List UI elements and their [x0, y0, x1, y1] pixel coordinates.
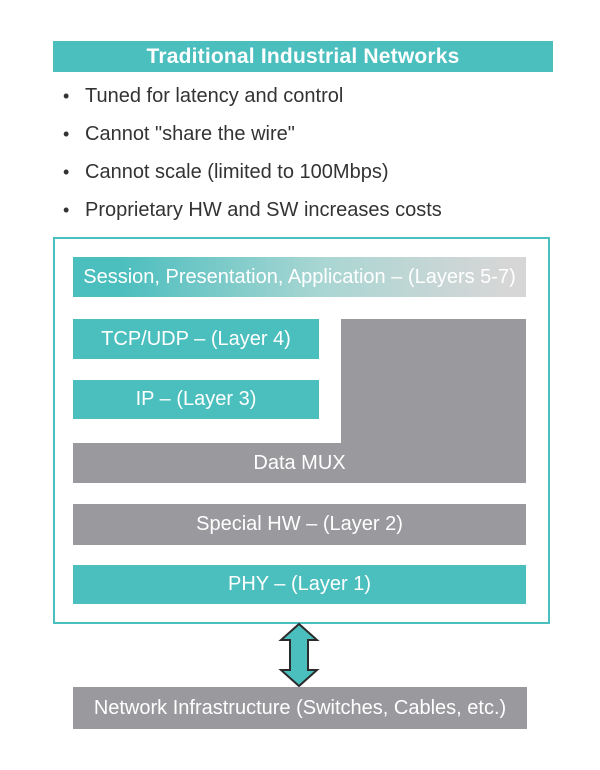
double-vertical-arrow-icon	[278, 622, 320, 688]
layer-bar-session-presentation-application: Session, Presentation, Application – (La…	[73, 257, 526, 297]
bullet-text: Cannot "share the wire"	[85, 123, 295, 145]
bullet-dot: •	[63, 86, 70, 106]
page-title: Traditional Industrial Networks	[146, 44, 460, 68]
bullet-dot: •	[63, 162, 70, 182]
bullet-item: • Cannot "share the wire"	[63, 122, 563, 146]
network-stack-box: Session, Presentation, Application – (La…	[53, 237, 550, 624]
layer-bar-special-hw: Special HW – (Layer 2)	[73, 504, 526, 545]
bullet-text: Tuned for latency and control	[85, 85, 344, 107]
layer-bar-phy: PHY – (Layer 1)	[73, 565, 526, 604]
bullet-dot: •	[63, 124, 70, 144]
bullet-item: • Proprietary HW and SW increases costs	[63, 198, 563, 222]
bullet-text: Cannot scale (limited to 100Mbps)	[85, 161, 389, 183]
bullet-item: • Tuned for latency and control	[63, 84, 563, 108]
bullet-dot: •	[63, 200, 70, 220]
layer-bar-data-mux: Data MUX	[73, 443, 526, 483]
layer-bar-ip: IP – (Layer 3)	[73, 380, 319, 419]
bullet-list: • Tuned for latency and control • Cannot…	[63, 84, 563, 236]
bullet-text: Proprietary HW and SW increases costs	[85, 199, 442, 221]
bullet-item: • Cannot scale (limited to 100Mbps)	[63, 160, 563, 184]
layer-bar-tcp-udp: TCP/UDP – (Layer 4)	[73, 319, 319, 359]
title-bar: Traditional Industrial Networks	[53, 41, 553, 72]
infrastructure-bar: Network Infrastructure (Switches, Cables…	[73, 687, 527, 729]
